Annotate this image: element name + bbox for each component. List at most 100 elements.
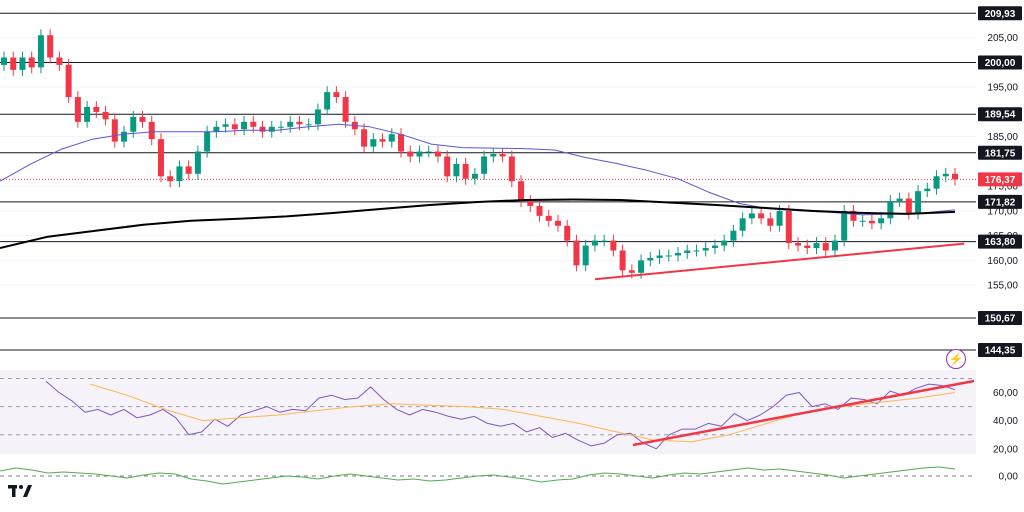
level-tag [978, 311, 1022, 325]
candle-body [739, 218, 746, 231]
candle-body [628, 270, 635, 273]
level-tag-label: 163,80 [985, 237, 1016, 248]
lightning-icon[interactable]: ⚡ [946, 349, 966, 369]
level-tag [978, 145, 1022, 160]
candle-body [130, 116, 137, 132]
candle-body [785, 210, 792, 244]
candle-body [102, 111, 109, 120]
candle-body [684, 250, 691, 253]
candle-body [481, 156, 488, 174]
candle-body [813, 243, 820, 249]
candle-body [915, 191, 922, 214]
level-tag [978, 55, 1022, 70]
candle-body [675, 252, 682, 256]
candle-body [656, 255, 663, 258]
candle-body [601, 240, 608, 242]
price-tick-label: 205,00 [987, 33, 1018, 44]
rsi-tick-label: 40,00 [993, 416, 1018, 427]
candle-body [730, 230, 737, 241]
candle-body [444, 156, 451, 177]
candle-body [287, 121, 294, 127]
candle-body [924, 188, 931, 192]
price-tick-label: 155,00 [987, 281, 1018, 292]
level-tag [978, 107, 1022, 122]
price-axis[interactable]: 205,00195,00185,00175,00170,00165,00160,… [987, 33, 1018, 482]
candle-body [213, 126, 220, 132]
rsi-panel[interactable] [0, 370, 976, 455]
candle-body [582, 245, 589, 266]
candle-body [416, 151, 423, 157]
candle-body [499, 154, 506, 157]
candle-body [407, 151, 414, 157]
candle-body [222, 124, 229, 127]
level-tag-label: 171,82 [985, 197, 1016, 208]
candle-body [56, 57, 63, 65]
candle-body [10, 57, 17, 70]
candle-body [868, 220, 875, 224]
candle-body [776, 210, 783, 226]
candle-body [342, 97, 349, 122]
candle-body [157, 139, 164, 177]
current-price-label: 176,37 [985, 175, 1016, 186]
candle-body [554, 220, 561, 226]
candle-body [887, 201, 894, 219]
price-tick-label: 185,00 [987, 132, 1018, 143]
candle-body [434, 151, 441, 157]
candle-body [591, 240, 598, 246]
candle-body [841, 210, 848, 241]
candle-body [259, 126, 266, 132]
candle-body [370, 139, 377, 147]
candle-body [250, 121, 257, 127]
indicator-tick-label: 0,00 [999, 472, 1019, 483]
candle-body [74, 97, 81, 122]
candle-body [185, 166, 192, 174]
candle-body [176, 166, 183, 182]
candle-body [490, 154, 497, 157]
indicator-line [0, 466, 956, 485]
candle-body [462, 163, 469, 179]
candle-body [361, 129, 368, 147]
candle-body [545, 215, 552, 221]
candle-body [905, 198, 912, 214]
candle-body [425, 151, 432, 153]
level-tag [978, 234, 1022, 249]
price-panel[interactable] [0, 12, 976, 351]
candle-body [277, 126, 284, 128]
level-tag-label: 209,93 [985, 9, 1016, 20]
candle-body [379, 139, 386, 142]
candle-body [859, 220, 866, 222]
price-tick-label: 160,00 [987, 256, 1018, 267]
candle-body [878, 218, 885, 224]
rsi-background [0, 370, 976, 455]
candle-body [167, 176, 174, 182]
level-tag-label: 200,00 [985, 58, 1016, 69]
candle-body [268, 126, 275, 132]
candle-body [37, 35, 44, 68]
candle-body [758, 213, 765, 219]
level-tag-label: 181,75 [985, 148, 1016, 159]
candle-body [324, 92, 331, 110]
candle-body [527, 201, 534, 206]
level-tag [978, 194, 1022, 209]
candle-body [610, 240, 617, 251]
candle-body [84, 106, 91, 122]
candle-body [638, 260, 645, 273]
candle-body [314, 109, 321, 125]
level-tag [978, 343, 1022, 357]
candle-body [194, 151, 201, 174]
candle-body [47, 35, 54, 58]
candle-body [518, 181, 525, 202]
candle-body [388, 134, 395, 142]
candle-body [121, 131, 128, 142]
tradingview-logo[interactable] [8, 483, 34, 499]
candle-body [305, 124, 312, 126]
candle-body [296, 121, 303, 125]
candle-body [693, 250, 700, 252]
candle-body [398, 134, 405, 152]
candle-body [711, 245, 718, 249]
candle-body [564, 225, 571, 241]
candle-body [65, 64, 72, 98]
candle-body [748, 213, 755, 219]
candle-body [896, 198, 903, 202]
